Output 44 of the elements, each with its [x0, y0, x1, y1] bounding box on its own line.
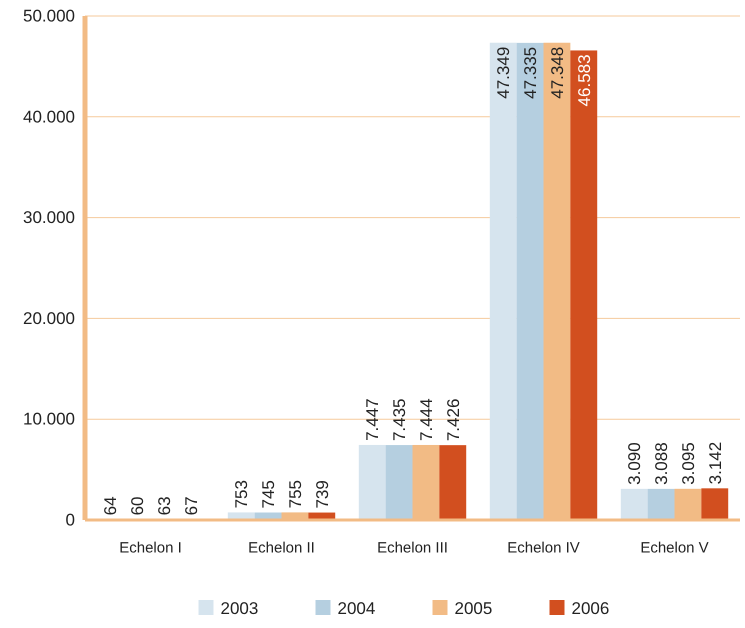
y-tick-label: 30.000 [23, 208, 75, 228]
y-tick-label: 0 [66, 510, 75, 530]
bar [648, 488, 674, 520]
legend-label: 2006 [572, 599, 610, 618]
legend-label: 2005 [454, 599, 492, 618]
data-label: 739 [312, 480, 332, 509]
bar [358, 444, 386, 520]
bar [620, 488, 648, 520]
bar [490, 42, 517, 520]
x-tick-label: Echelon V [640, 540, 709, 557]
bar [386, 445, 412, 520]
data-label: 7.444 [416, 398, 436, 441]
legend-label: 2003 [220, 599, 258, 618]
data-label: 46.583 [574, 54, 594, 106]
data-label: 64 [101, 496, 120, 516]
data-label: 47.335 [521, 46, 540, 99]
data-label: 67 [182, 496, 201, 516]
y-tick-label: 40.000 [23, 107, 75, 126]
y-tick-label: 20.000 [23, 308, 75, 328]
data-label: 7.447 [363, 398, 382, 441]
data-label: 3.095 [678, 442, 698, 485]
x-tick-label: Echelon III [377, 540, 448, 557]
data-label: 7.435 [390, 398, 410, 442]
bar [516, 42, 544, 520]
data-label: 745 [259, 480, 278, 508]
x-tick-label: Echelon I [119, 540, 182, 557]
bar [570, 50, 598, 520]
data-label: 47.349 [494, 46, 514, 99]
data-label: 3.088 [652, 442, 672, 485]
data-label: 7.426 [444, 398, 463, 442]
data-label: 47.348 [548, 46, 567, 99]
y-tick-label: 10.000 [23, 410, 75, 429]
data-label: 60 [128, 496, 148, 516]
data-label: 63 [154, 496, 174, 516]
data-label: 3.090 [625, 442, 644, 485]
bar [439, 445, 466, 520]
x-tick-label: Echelon IV [507, 540, 580, 557]
legend-label: 2004 [338, 599, 376, 618]
data-label: 753 [232, 480, 252, 508]
bar [701, 488, 728, 520]
data-label: 755 [286, 480, 305, 508]
y-tick-label: 50.000 [23, 6, 75, 26]
data-label: 3.142 [706, 442, 725, 484]
x-tick-label: Echelon II [248, 540, 315, 557]
